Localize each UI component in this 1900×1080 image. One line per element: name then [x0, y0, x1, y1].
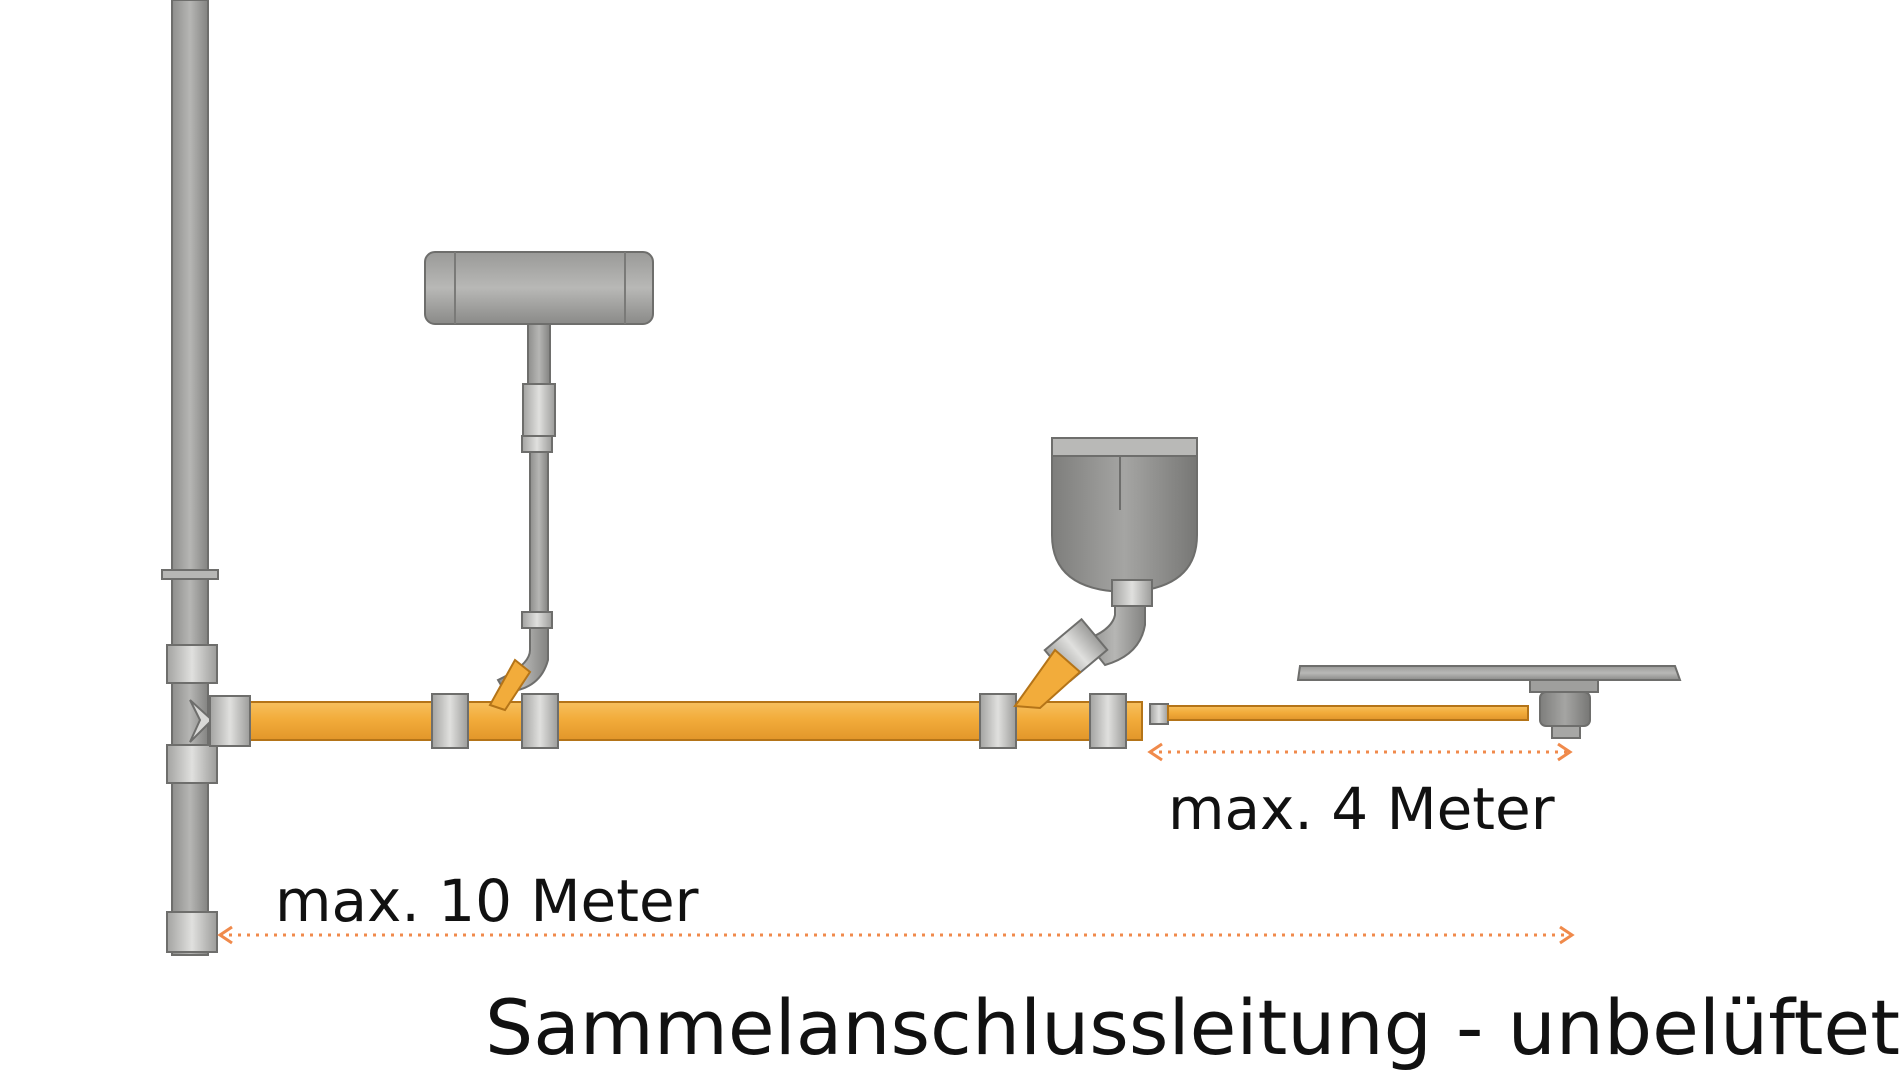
shower-tray-icon — [1296, 665, 1682, 739]
dimension-arrow-10m — [217, 925, 1575, 945]
collector-pipe — [209, 693, 1529, 749]
toilet-bowl-icon — [1013, 437, 1198, 710]
short-run-label: max. 4 Meter — [1168, 775, 1555, 843]
long-run-label: max. 10 Meter — [275, 867, 699, 935]
diagram-caption: Sammelanschlussleitung - unbelüftet — [484, 983, 1900, 1072]
downpipe-stack — [161, 0, 219, 956]
washbasin-box-icon — [424, 251, 654, 712]
dimension-arrow-4m — [1147, 742, 1573, 762]
